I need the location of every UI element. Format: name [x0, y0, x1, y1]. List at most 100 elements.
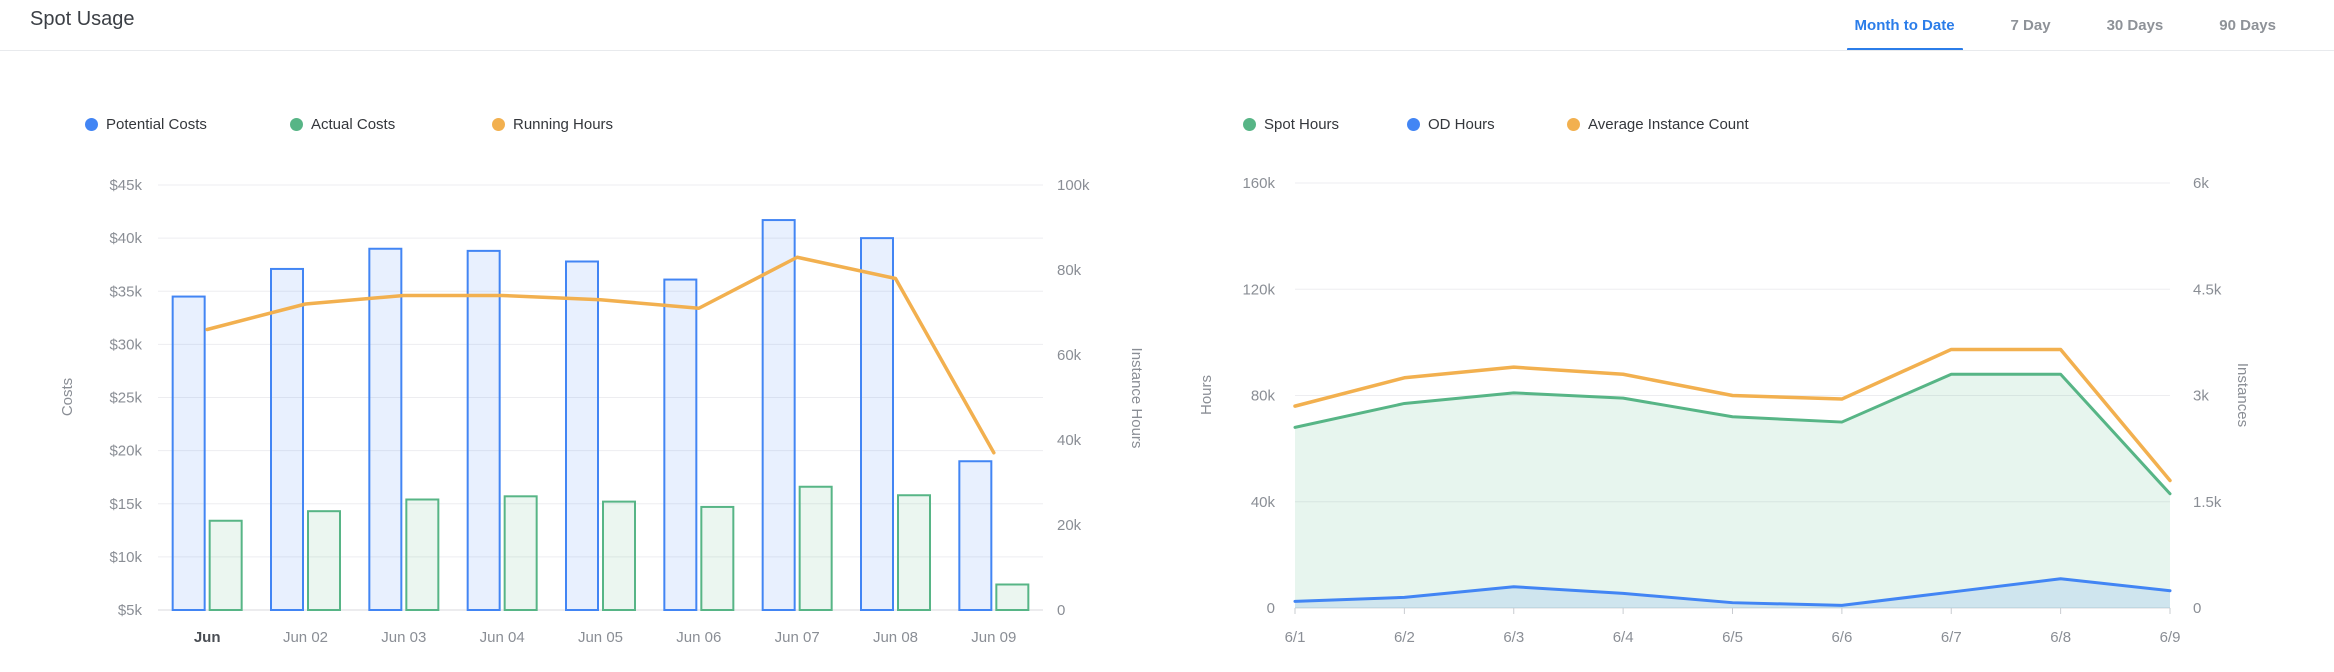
header-divider	[0, 50, 2334, 51]
area-od-hours	[1295, 578, 2170, 608]
tab-label: 7 Day	[2010, 16, 2051, 34]
tab-7-day[interactable]: 7 Day	[2011, 0, 2051, 50]
bar-actual-costs[interactable]	[798, 485, 833, 611]
legend-item-od-hours[interactable]: OD Hours	[1407, 116, 1495, 133]
tab-label: 90 Days	[2219, 16, 2276, 34]
x-axis-tick-label: Jun 03	[381, 629, 426, 646]
left-axis-tick-label: 80k	[1251, 388, 1276, 405]
bar-actual-costs[interactable]	[897, 494, 931, 611]
left-axis-tick-label: $40k	[109, 230, 142, 247]
legend-dot-icon	[290, 118, 303, 131]
bar-potential-costs[interactable]	[565, 260, 599, 611]
left-axis-tick-label: $15k	[109, 496, 142, 513]
time-range-tabs: Month to Date 7 Day 30 Days 90 Days	[1846, 0, 2276, 51]
x-axis-tick-label: 6/4	[1613, 629, 1634, 646]
left-axis-tick-label: $10k	[109, 549, 142, 566]
line-running-hours[interactable]	[205, 255, 996, 455]
left-axis-tick-label: $5k	[118, 602, 143, 619]
left-axis-tick-label: 40k	[1251, 494, 1276, 511]
right-axis-tick-label: 100k	[1057, 177, 1090, 194]
right-axis-tick-label: 6k	[2193, 175, 2209, 192]
page-title: Spot Usage	[30, 8, 135, 30]
x-axis-tick-label: 6/6	[1831, 629, 1852, 646]
x-axis-tick-label: 6/1	[1285, 629, 1306, 646]
x-axis-tick-label: Jun 07	[775, 629, 820, 646]
bar-potential-costs[interactable]	[958, 460, 993, 611]
bar-actual-costs[interactable]	[405, 498, 440, 611]
bar-potential-costs[interactable]	[270, 267, 304, 611]
legend-dot-icon	[492, 118, 505, 131]
bar-actual-costs[interactable]	[307, 510, 341, 611]
right-axis-title: Instance Hours	[1128, 348, 1145, 449]
left-axis-title: Hours	[1198, 375, 1215, 415]
bar-actual-costs[interactable]	[602, 500, 636, 611]
left-axis-tick-label: $30k	[109, 336, 142, 353]
right-axis-tick-label: 40k	[1057, 432, 1082, 449]
legend-item-potential-costs[interactable]: Potential Costs	[85, 116, 207, 133]
bar-potential-costs[interactable]	[761, 219, 796, 611]
tab-label: 30 Days	[2106, 16, 2164, 34]
x-axis-tick-label: 6/3	[1503, 629, 1524, 646]
left-axis-tick-label: $45k	[109, 177, 142, 194]
line-spot-hours[interactable]	[1293, 372, 2172, 496]
bar-potential-costs[interactable]	[368, 247, 403, 611]
x-axis-tick-label: Jun 06	[676, 629, 721, 646]
bar-actual-costs[interactable]	[208, 519, 243, 611]
x-axis-tick-label: 6/5	[1722, 629, 1743, 646]
legend-dot-icon	[1407, 118, 1420, 131]
tab-30-days[interactable]: 30 Days	[2107, 0, 2164, 50]
right-axis-tick-label: 0	[1057, 602, 1065, 619]
tab-label: Month to Date	[1854, 16, 1955, 34]
line-od-hours[interactable]	[1293, 577, 2172, 607]
legend-label: Average Instance Count	[1588, 116, 1749, 133]
x-axis-tick-label: Jun 08	[873, 629, 918, 646]
legend-label: Spot Hours	[1264, 116, 1340, 133]
bar-actual-costs[interactable]	[700, 505, 735, 611]
legend-item-average-instance-count[interactable]: Average Instance Count	[1567, 116, 1749, 133]
tab-90-days[interactable]: 90 Days	[2219, 0, 2276, 50]
bar-potential-costs[interactable]	[466, 249, 501, 611]
x-axis-tick-label: 6/9	[2160, 629, 2181, 646]
legend-dot-icon	[85, 118, 98, 131]
left-axis-tick-label: 0	[1267, 600, 1275, 617]
left-axis-tick-label: 160k	[1242, 175, 1275, 192]
costs-chart: $45k $40k $35k $30k $25k $20k $15k $10k $5k 100k 8…	[59, 177, 1145, 646]
x-axis-tick-label: Jun 04	[480, 629, 525, 646]
left-axis-tick-label: $35k	[109, 283, 142, 300]
bar-potential-costs[interactable]	[171, 295, 206, 611]
right-axis-tick-label: 4.5k	[2193, 281, 2222, 298]
legend-dot-icon	[1567, 118, 1580, 131]
x-axis-tick-label: Jun 02	[283, 629, 328, 646]
legend-label: Actual Costs	[311, 116, 396, 133]
legend-label: Potential Costs	[106, 116, 207, 133]
area-spot-hours	[1295, 374, 2170, 608]
x-axis-tick-label: Jun 05	[578, 629, 623, 646]
x-axis-tick-label: Jun 09	[971, 629, 1016, 646]
right-axis-tick-label: 80k	[1057, 262, 1082, 279]
usage-chart: 160k 120k 80k 40k 0 6k 4.5k 3k 1.5k 0 Hours Instanc…	[1198, 175, 2251, 646]
x-axis-tick-label: Jun	[194, 629, 221, 646]
legend-item-actual-costs[interactable]: Actual Costs	[290, 116, 395, 133]
left-axis-title: Costs	[59, 378, 76, 416]
left-axis-tick-label: $20k	[109, 443, 142, 460]
tab-month-to-date[interactable]: Month to Date	[1846, 0, 1963, 51]
right-axis-tick-label: 20k	[1057, 517, 1082, 534]
x-axis-tick-label: 6/8	[2050, 629, 2071, 646]
bar-potential-costs[interactable]	[860, 237, 894, 611]
bar-potential-costs[interactable]	[663, 278, 698, 611]
right-axis-tick-label: 3k	[2193, 388, 2209, 405]
right-axis-tick-label: 0	[2193, 600, 2201, 617]
right-axis-tick-label: 1.5k	[2193, 494, 2222, 511]
legend-item-running-hours[interactable]: Running Hours	[492, 116, 613, 133]
bar-actual-costs[interactable]	[995, 583, 1030, 611]
left-axis-tick-label: 120k	[1242, 281, 1275, 298]
right-axis-tick-label: 60k	[1057, 347, 1082, 364]
line-average-instance-count[interactable]	[1293, 347, 2172, 483]
left-axis-tick-label: $25k	[109, 390, 142, 407]
right-axis-title: Instances	[2234, 363, 2251, 427]
legend-dot-icon	[1243, 118, 1256, 131]
x-axis-tick-label: 6/7	[1941, 629, 1962, 646]
legend-item-spot-hours[interactable]: Spot Hours	[1243, 116, 1339, 133]
bar-actual-costs[interactable]	[503, 495, 538, 611]
